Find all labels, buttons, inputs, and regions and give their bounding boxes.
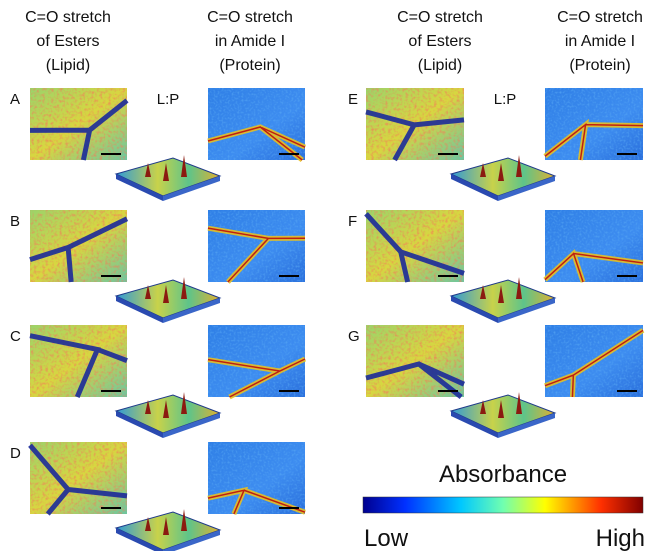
surface-peak: [145, 163, 151, 177]
surface-plot-edge: [116, 296, 163, 323]
column-header: C=O stretch: [207, 9, 293, 26]
surface-peak: [516, 277, 522, 299]
surface-peak: [181, 277, 187, 299]
cell-boundary-core: [544, 329, 644, 398]
ratio-label: L:P: [494, 91, 517, 108]
panel-label: A: [10, 91, 20, 108]
texture: [30, 210, 127, 282]
cell-boundary-core: [544, 122, 644, 161]
surface-plot-edge: [163, 298, 220, 323]
surface-plot-edge: [451, 174, 498, 201]
cell-boundary: [28, 443, 128, 516]
texture: [208, 442, 305, 514]
column-header: in Amide I: [565, 33, 635, 50]
surface-peak: [480, 163, 486, 177]
surface-peak: [516, 392, 522, 414]
column-header: of Esters: [408, 33, 471, 50]
texture: [545, 210, 643, 282]
surface-peak: [498, 400, 504, 418]
surface-plot-edge: [116, 174, 163, 201]
surface-peak: [145, 517, 151, 531]
column-header: (Protein): [569, 57, 630, 74]
surface-peak: [480, 285, 486, 299]
column-header: of Esters: [36, 33, 99, 50]
surface-plot-edge: [116, 411, 163, 438]
cell-boundary: [365, 109, 465, 162]
column-header: C=O stretch: [397, 9, 483, 26]
column-header: (Lipid): [418, 57, 462, 74]
surface-plot-edge: [116, 528, 163, 551]
texture: [208, 210, 305, 282]
panel-label: D: [10, 445, 21, 462]
colorbar-title: Absorbance: [439, 461, 567, 488]
surface-peak: [145, 285, 151, 299]
texture: [366, 210, 464, 282]
ratio-label: L:P: [157, 91, 180, 108]
surface-peak: [516, 155, 522, 177]
colorbar-high: High: [596, 525, 645, 551]
cell-boundary-core: [544, 252, 644, 283]
surface-peak: [181, 509, 187, 531]
surface-plot-edge: [498, 176, 555, 201]
texture: [30, 88, 127, 160]
cell-boundary: [29, 216, 129, 283]
colorbar: [362, 496, 644, 514]
panel-label: G: [348, 328, 360, 345]
surface-plot-edge: [498, 298, 555, 323]
panel-label: E: [348, 91, 358, 108]
cell-boundary: [29, 333, 128, 398]
cell-boundary: [364, 212, 465, 283]
texture: [30, 325, 127, 397]
column-header: (Lipid): [46, 57, 90, 74]
column-header: C=O stretch: [25, 9, 111, 26]
surface-peak: [498, 285, 504, 303]
cell-boundary: [365, 361, 466, 399]
surface-peak: [181, 155, 187, 177]
cell-boundary-core: [207, 358, 306, 398]
surface-plot-edge: [163, 176, 220, 201]
column-header: C=O stretch: [557, 9, 643, 26]
surface-peak: [181, 392, 187, 414]
column-header: (Protein): [219, 57, 280, 74]
cell-boundary-core: [207, 126, 306, 161]
surface-peak: [163, 285, 169, 303]
surface-peak: [145, 400, 151, 414]
surface-peak: [480, 400, 486, 414]
surface-plot-edge: [163, 530, 220, 551]
surface-peak: [498, 163, 504, 181]
cell-boundary: [29, 98, 129, 161]
surface-plot-edge: [163, 413, 220, 438]
panel-label: B: [10, 213, 20, 230]
cell-boundary-core: [207, 227, 306, 283]
surface-peak: [163, 400, 169, 418]
surface-peak: [163, 163, 169, 181]
surface-plot-edge: [498, 413, 555, 438]
colorbar-low: Low: [364, 525, 409, 551]
panel-label: C: [10, 328, 21, 345]
texture: [30, 442, 127, 514]
surface-plot-edge: [451, 411, 498, 438]
column-header: in Amide I: [215, 33, 285, 50]
surface-plot-edge: [451, 296, 498, 323]
panel-label: F: [348, 213, 357, 230]
surface-peak: [163, 517, 169, 535]
